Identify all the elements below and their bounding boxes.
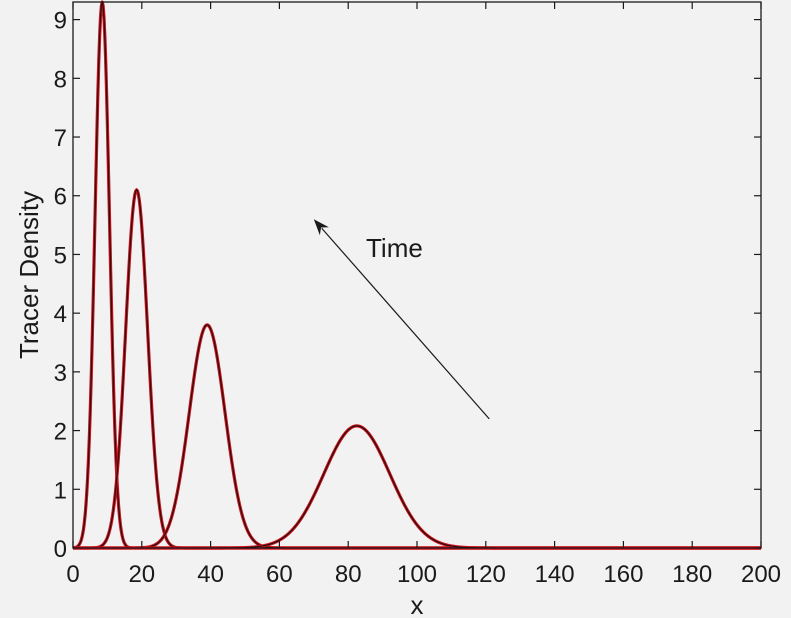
x-tick-label: 80 (335, 561, 362, 588)
x-axis: 0 20 40 60 80 100 120 140 160 180 200 (66, 2, 781, 588)
x-tick-label: 120 (466, 561, 506, 588)
x-tick-label: 0 (66, 561, 79, 588)
y-tick-label: 7 (54, 125, 67, 152)
x-tick-label: 40 (197, 561, 224, 588)
x-tick-label: 100 (397, 561, 437, 588)
y-tick-label: 8 (54, 66, 67, 93)
y-tick-label: 6 (54, 184, 67, 211)
time-arrow-head (313, 219, 329, 236)
x-tick-label: 160 (603, 561, 643, 588)
y-tick-label: 2 (54, 419, 67, 446)
x-tick-label: 200 (741, 561, 781, 588)
y-tick-label: 5 (54, 242, 67, 269)
x-axis-label: x (411, 590, 424, 618)
y-tick-label: 0 (54, 536, 67, 563)
x-tick-label: 180 (672, 561, 712, 588)
time-arrow (321, 227, 490, 420)
x-tick-label: 60 (266, 561, 293, 588)
x-tick-label: 20 (128, 561, 155, 588)
x-tick-label: 140 (535, 561, 575, 588)
y-axis: 0 1 2 3 4 5 6 7 8 9 (54, 8, 761, 563)
y-tick-label: 3 (54, 360, 67, 387)
y-tick-label: 4 (54, 301, 67, 328)
y-axis-label: Tracer Density (14, 191, 44, 359)
time-annotation: Time (366, 233, 423, 263)
y-tick-label: 9 (54, 8, 67, 35)
annotation-layer: Time (313, 219, 490, 420)
plot-background (73, 2, 761, 548)
y-tick-label: 1 (54, 477, 67, 504)
